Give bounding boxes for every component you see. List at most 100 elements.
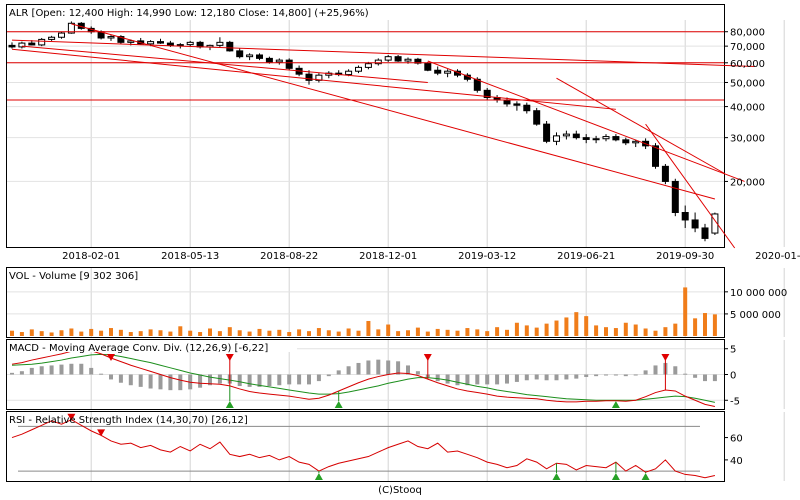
macd-histogram-bar	[505, 374, 509, 384]
x-tick-label: 2019-09-30	[656, 251, 714, 262]
volume-bar	[346, 328, 351, 336]
trend-line	[71, 23, 716, 200]
macd-histogram-bar	[10, 372, 14, 375]
rsi-tick-label: 40	[730, 456, 743, 467]
volume-bar	[29, 329, 34, 336]
trend-line	[556, 77, 726, 175]
macd-histogram-bar	[29, 367, 34, 375]
volume-bar	[613, 328, 618, 336]
volume-bar	[168, 331, 173, 336]
axis-labels: 2018-02-01 2018-05-13 2018-08-22 2018-12-01…	[62, 28, 800, 467]
macd-histogram-bar	[158, 374, 163, 390]
price-tick-label: 50,000	[730, 78, 765, 89]
x-tick-label: 2018-05-13	[161, 251, 219, 262]
candle-body	[28, 42, 36, 46]
candle-body	[374, 59, 382, 65]
volume-bar	[198, 332, 203, 336]
macd-buy-marker	[334, 401, 343, 408]
volume-bar	[217, 331, 222, 336]
rsi-tick-label: 60	[730, 434, 743, 445]
rsi-sell-marker	[67, 413, 76, 421]
candle-body	[48, 36, 56, 40]
macd-histogram-bar	[297, 374, 302, 385]
macd-histogram-bar	[554, 374, 559, 381]
macd-histogram-bar	[683, 373, 688, 375]
candle-body	[444, 70, 452, 74]
macd-histogram-bar	[673, 366, 678, 375]
candle-body	[186, 41, 194, 46]
volume-bar	[396, 331, 401, 336]
macd-histogram-bar	[89, 367, 94, 375]
candle-body	[612, 136, 620, 141]
macd-histogram-bar	[524, 374, 529, 381]
macd-histogram-bar	[79, 363, 84, 375]
macd-histogram-bar	[485, 374, 490, 385]
volume-bar	[287, 332, 292, 336]
candle-body	[127, 40, 135, 43]
macd-histogram-bar	[584, 374, 589, 377]
candle-body	[711, 213, 719, 234]
volume-bar	[564, 317, 569, 336]
volume-bar	[495, 327, 500, 336]
volume-bar	[534, 327, 539, 336]
trend-line	[11, 39, 755, 67]
volume-bar	[188, 330, 193, 336]
candle-body	[523, 104, 531, 112]
volume-panel	[6, 267, 725, 338]
macd-histogram-bar	[39, 366, 44, 375]
volume-bar	[178, 326, 183, 336]
macd-histogram-bar	[712, 374, 717, 382]
volume-bar	[247, 331, 252, 336]
volume-bar	[435, 328, 440, 336]
macd-line	[11, 349, 716, 407]
volume-bar	[554, 320, 559, 336]
rsi-legend: RSI - Relative Strength Index (14,30,70)…	[9, 415, 248, 426]
candle-body	[157, 41, 164, 44]
macd-histogram-bar	[514, 374, 519, 382]
macd-histogram-bar	[376, 359, 381, 375]
rsi-buy-marker	[641, 473, 650, 480]
macd-histogram-bar	[445, 374, 450, 384]
volume-bar	[148, 329, 153, 336]
candle-body	[8, 44, 16, 48]
volume-bar	[406, 330, 410, 336]
macd-tick-label: 5	[730, 345, 736, 356]
macd-tick-label: 0	[730, 371, 736, 382]
volume-bar	[514, 322, 519, 336]
candle-body	[275, 59, 283, 63]
x-tick-label: 2019-06-21	[557, 251, 615, 262]
macd-sell-marker	[225, 354, 234, 361]
volume-bar	[69, 328, 74, 336]
macd-histogram-bar	[69, 363, 74, 375]
volume-bar	[307, 331, 311, 336]
volume-bar	[109, 328, 113, 336]
volume-bar	[297, 329, 302, 336]
macd-sell-marker	[423, 354, 432, 361]
volume-bar	[227, 327, 232, 336]
volume-bar	[19, 332, 24, 336]
candle-body	[305, 73, 313, 81]
volume-bar	[544, 323, 549, 336]
macd-histogram-bar	[594, 374, 599, 377]
price-legend: ALR [Open: 12,400 High: 14,990 Low: 12,1…	[9, 8, 369, 19]
macd-series	[10, 349, 717, 408]
macd-histogram-bar	[287, 374, 292, 385]
candle-body	[483, 89, 491, 99]
macd-histogram-bar	[574, 374, 579, 379]
candle-body	[246, 54, 254, 58]
candle-body	[38, 38, 46, 46]
volume-bar	[336, 331, 341, 336]
volume-bar	[356, 330, 361, 336]
candle-body	[117, 36, 125, 43]
macd-histogram-bar	[257, 374, 262, 387]
volume-bar	[208, 328, 212, 336]
candle-body	[236, 50, 244, 58]
candle-body	[513, 103, 521, 106]
macd-histogram-bar	[19, 371, 24, 375]
candle-body	[404, 58, 412, 62]
volume-bar	[10, 330, 14, 336]
x-tick-label: 2018-02-01	[62, 251, 120, 262]
volume-bar	[594, 325, 599, 336]
volume-tick-label: 5 000 000	[730, 310, 781, 321]
candle-body	[394, 56, 402, 62]
